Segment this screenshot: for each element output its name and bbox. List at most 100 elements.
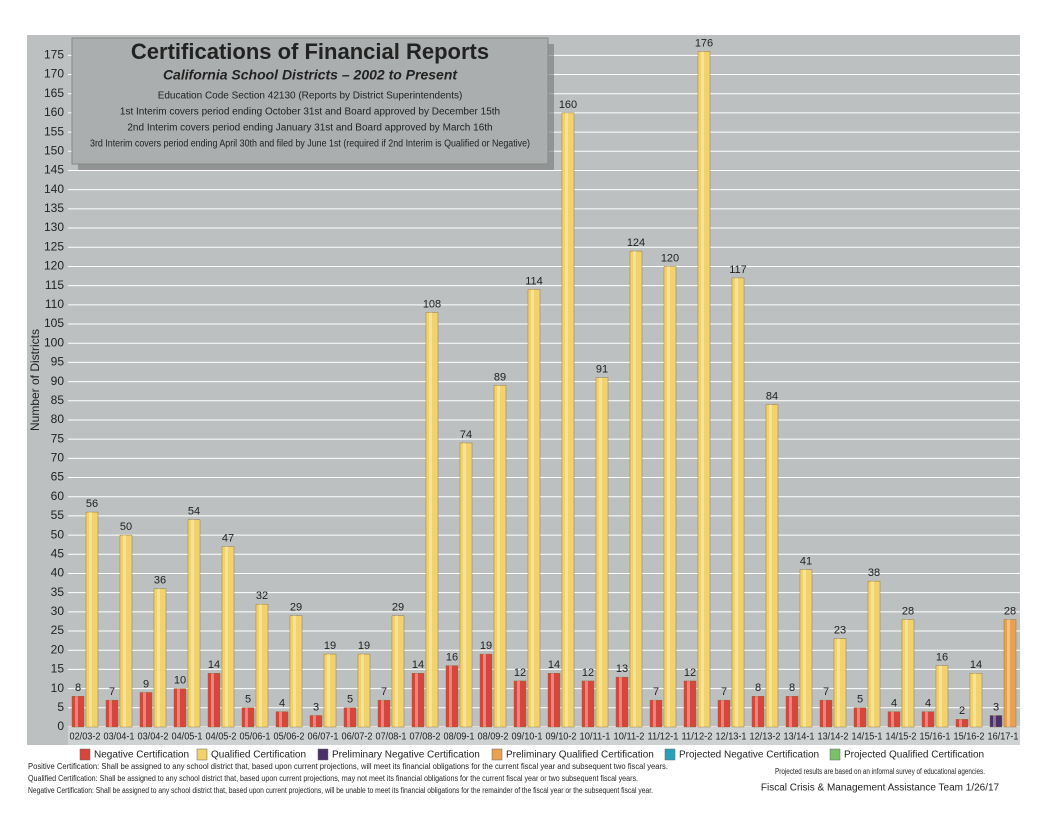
value-label: 5 <box>245 694 251 706</box>
value-label: 5 <box>347 694 353 706</box>
bar-highlight <box>667 266 670 727</box>
bar <box>969 673 983 728</box>
y-tick-label: 115 <box>45 278 64 292</box>
value-label: 28 <box>902 605 914 617</box>
bar-highlight <box>245 707 248 727</box>
y-tick-label: 165 <box>44 86 64 100</box>
bar-highlight <box>157 588 160 727</box>
value-label: 7 <box>653 686 659 698</box>
x-tick-label: 15/16-2 <box>954 732 985 743</box>
bars: 02/03-2 03/04-1 03/04-2 04/05-1 04/05-2 05/06… <box>70 37 1019 742</box>
legend-swatch <box>829 748 841 761</box>
value-label: 19 <box>480 640 492 652</box>
x-tick-label: 06/07-2 <box>342 732 373 743</box>
bar <box>853 707 867 728</box>
value-label: 176 <box>695 37 713 49</box>
bar <box>751 696 765 728</box>
value-label: 14 <box>412 659 424 671</box>
projection-note: Projected results are based on an inform… <box>775 767 985 776</box>
bar-highlight <box>293 615 296 727</box>
legend: Negative Certification Qualified Certific… <box>79 748 984 761</box>
value-label: 41 <box>800 556 812 568</box>
y-tick-label: 80 <box>51 412 65 426</box>
x-tick-label: 13/14-1 <box>784 732 815 743</box>
value-label: 160 <box>559 99 577 111</box>
y-tick-label: 140 <box>44 182 64 196</box>
credit: Fiscal Crisis & Management Assistance Te… <box>761 783 1000 794</box>
chart-subtitle: California School Districts – 2002 to Pr… <box>163 67 458 83</box>
bar <box>901 619 915 728</box>
bar-highlight <box>871 581 874 727</box>
bar-highlight <box>1007 619 1010 727</box>
bar <box>139 692 153 728</box>
bar <box>887 711 901 728</box>
bar <box>629 250 643 728</box>
bar-highlight <box>395 615 398 727</box>
bar <box>459 442 473 728</box>
y-tick-label: 110 <box>45 297 64 311</box>
x-tick-label: 12/13-2 <box>750 732 781 743</box>
x-tick-label: 11/12-1 <box>648 732 679 743</box>
value-label: 12 <box>684 667 696 679</box>
bar-highlight <box>565 112 568 727</box>
y-tick-label: 35 <box>51 585 65 599</box>
bar-highlight <box>599 377 602 727</box>
bar-highlight <box>143 692 146 727</box>
bar <box>799 569 813 728</box>
bar-highlight <box>259 604 262 727</box>
y-axis-label: Number of Districts <box>28 329 42 431</box>
bar-highlight <box>463 442 466 727</box>
bar <box>867 580 881 728</box>
value-label: 28 <box>1004 605 1016 617</box>
value-label: 13 <box>616 663 628 675</box>
legend-swatch <box>79 748 91 761</box>
value-label: 120 <box>661 252 679 264</box>
y-tick-label: 5 <box>57 700 64 714</box>
bar-highlight <box>891 711 894 727</box>
bar <box>241 707 255 728</box>
value-label: 54 <box>188 506 200 518</box>
note: 2nd Interim covers period ending January… <box>127 123 492 134</box>
value-label: 14 <box>970 659 982 671</box>
x-tick-label: 14/15-1 <box>852 732 883 743</box>
bar <box>119 534 133 728</box>
value-label: 8 <box>789 682 795 694</box>
bar <box>255 603 269 728</box>
bar-highlight <box>123 535 126 727</box>
bar <box>731 277 745 728</box>
bar <box>173 688 187 728</box>
value-label: 10 <box>174 675 186 687</box>
bar-highlight <box>769 404 772 727</box>
bar <box>153 588 167 728</box>
x-tick-label: 02/03-2 <box>70 732 101 743</box>
legend-swatch <box>196 748 208 761</box>
y-tick-label: 90 <box>51 374 65 388</box>
value-label: 23 <box>834 625 846 637</box>
value-label: 3 <box>993 701 999 713</box>
value-label: 19 <box>324 640 336 652</box>
value-label: 117 <box>729 264 747 276</box>
value-label: 7 <box>381 686 387 698</box>
y-tick-label: 150 <box>44 143 64 157</box>
x-tick-label: 15/16-1 <box>920 732 951 743</box>
bar-highlight <box>89 512 92 727</box>
bar <box>935 665 949 728</box>
value-label: 56 <box>86 498 98 510</box>
y-tick-label: 130 <box>44 220 64 234</box>
bar <box>663 266 677 728</box>
bar-highlight <box>109 700 112 727</box>
value-label: 5 <box>857 694 863 706</box>
value-label: 84 <box>766 391 778 403</box>
y-tick-label: 25 <box>51 623 65 637</box>
bar <box>683 680 697 728</box>
bar-highlight <box>517 680 520 727</box>
value-label: 91 <box>596 364 608 376</box>
x-tick-label: 07/08-2 <box>410 732 441 743</box>
bar <box>921 711 935 728</box>
x-tick-label: 07/08-1 <box>376 732 407 743</box>
x-tick-label: 11/12-2 <box>682 732 713 743</box>
bar-highlight <box>585 680 588 727</box>
legend-label: Negative Certification <box>94 750 189 761</box>
value-label: 124 <box>627 237 645 249</box>
x-tick-label: 10/11-2 <box>614 732 645 743</box>
